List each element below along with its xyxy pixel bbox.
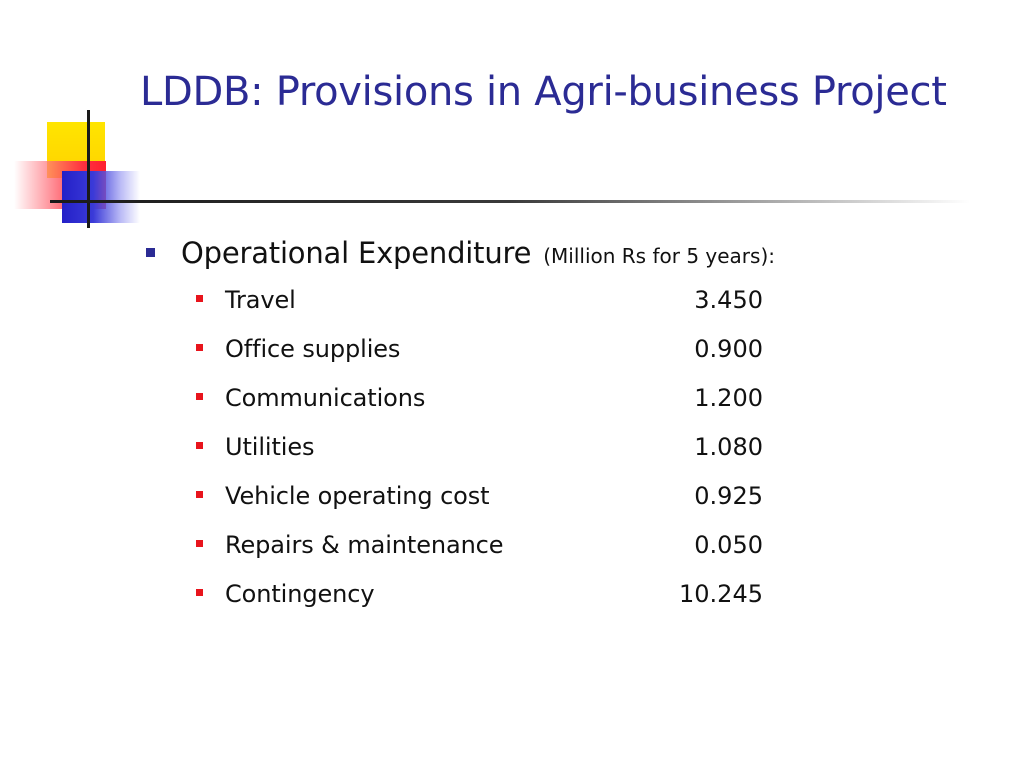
item-label: Vehicle operating cost xyxy=(225,482,490,510)
slide-title: LDDB: Provisions in Agri-business Projec… xyxy=(140,69,947,115)
item-label: Repairs & maintenance xyxy=(225,531,504,559)
list-item: Utilities 1.080 xyxy=(196,433,966,482)
square-bullet-icon xyxy=(196,295,203,302)
square-bullet-icon xyxy=(196,344,203,351)
square-bullet-icon xyxy=(196,393,203,400)
corner-decoration xyxy=(0,0,150,240)
item-label: Communications xyxy=(225,384,426,412)
expenditure-list: Travel 3.450 Office supplies 0.900 Commu… xyxy=(146,286,966,629)
square-bullet-icon xyxy=(196,540,203,547)
bullet-label: Operational Expenditure xyxy=(181,236,532,270)
title-underline xyxy=(50,200,970,203)
list-item: Travel 3.450 xyxy=(196,286,966,335)
bullet-note: (Million Rs for 5 years): xyxy=(543,244,775,268)
list-item: Communications 1.200 xyxy=(196,384,966,433)
item-value: 3.450 xyxy=(694,286,763,314)
item-value: 0.900 xyxy=(694,335,763,363)
blue-square xyxy=(62,171,140,223)
vertical-rule xyxy=(87,110,90,228)
item-value: 1.200 xyxy=(694,384,763,412)
square-bullet-icon xyxy=(196,442,203,449)
list-item: Repairs & maintenance 0.050 xyxy=(196,531,966,580)
item-value: 1.080 xyxy=(694,433,763,461)
list-item: Contingency 10.245 xyxy=(196,580,966,629)
slide-content: Operational Expenditure (Million Rs for … xyxy=(146,236,966,629)
list-item: Office supplies 0.900 xyxy=(196,335,966,384)
item-label: Travel xyxy=(225,286,296,314)
item-value: 0.925 xyxy=(694,482,763,510)
square-bullet-icon xyxy=(196,589,203,596)
item-label: Office supplies xyxy=(225,335,401,363)
item-label: Contingency xyxy=(225,580,375,608)
square-bullet-icon xyxy=(146,248,155,257)
item-value: 10.245 xyxy=(679,580,763,608)
item-label: Utilities xyxy=(225,433,315,461)
square-bullet-icon xyxy=(196,491,203,498)
item-value: 0.050 xyxy=(694,531,763,559)
bullet-operational-expenditure: Operational Expenditure (Million Rs for … xyxy=(146,236,966,282)
list-item: Vehicle operating cost 0.925 xyxy=(196,482,966,531)
